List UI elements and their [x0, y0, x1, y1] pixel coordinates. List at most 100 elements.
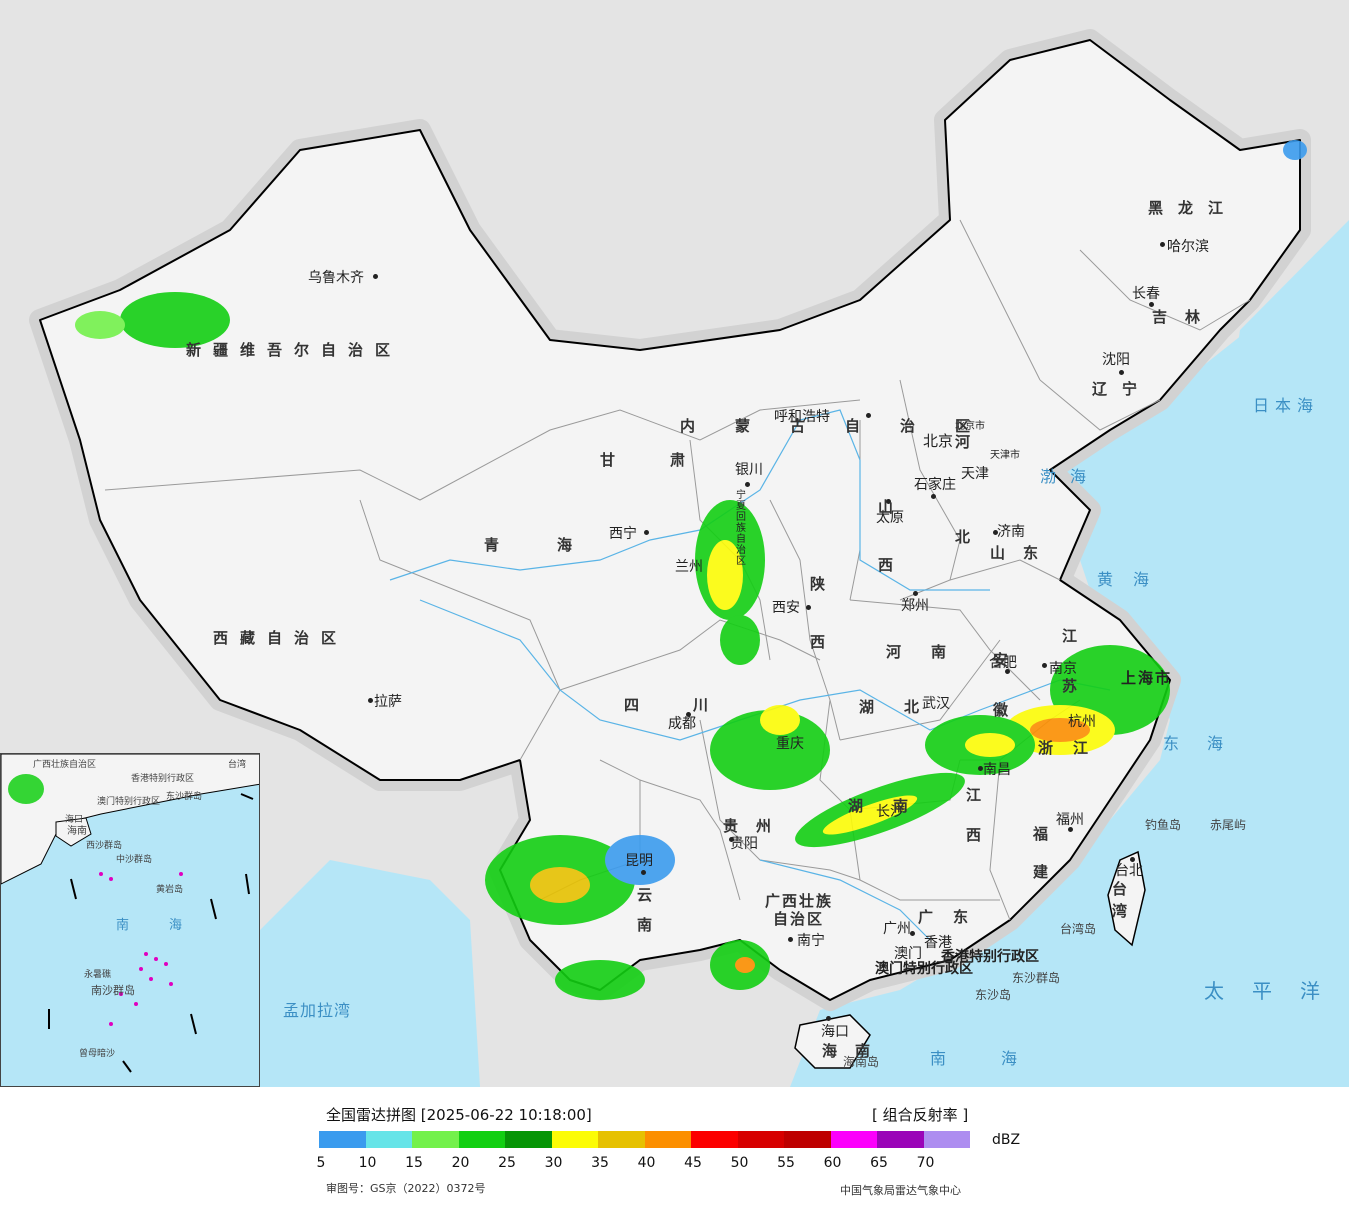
city-xian: 西安: [772, 600, 800, 616]
province-xinjiang: 新疆维吾尔自治区: [186, 341, 403, 359]
province-liaoning: 辽宁: [1092, 380, 1153, 398]
city-dot: [1130, 857, 1135, 862]
inset-islands: [99, 872, 183, 1026]
south-china-sea-inset: 南 海 东沙群岛 中沙群岛 黄岩岛 西沙群岛 永暑礁 南沙群岛 曾母暗沙 海口 …: [0, 753, 260, 1087]
inset-hainan: [55, 817, 92, 847]
province-hubei: 湖北: [859, 698, 950, 716]
tick-label: 70: [916, 1155, 935, 1171]
province-sichuan: 四川: [624, 696, 763, 714]
city-xining: 西宁: [609, 526, 637, 542]
inset-canvas: [1, 754, 259, 1073]
province-guangxi: 广西壮族: [765, 892, 834, 910]
city-chengdu: 成都: [668, 716, 696, 732]
color-swatch: [598, 1131, 645, 1148]
inset-label-macao: 澳门特别行政区: [97, 797, 161, 807]
city-dot: [745, 482, 750, 487]
tick-label: 50: [730, 1155, 749, 1171]
sea-east: 东海: [1163, 734, 1252, 753]
inset-label-huangyan: 黄岩岛: [156, 885, 184, 895]
province-guizhou: 贵州: [723, 817, 790, 835]
city-dot: [644, 530, 649, 535]
inset-label-zengmu: 曾母暗沙: [79, 1049, 116, 1059]
color-swatch: [412, 1131, 459, 1148]
color-swatch: [505, 1131, 552, 1148]
city-fuzhou: 福州: [1056, 812, 1084, 828]
city-tianjin-shi: 天津市: [990, 450, 1020, 461]
province-heilongjiang: 黑龙江: [1148, 199, 1239, 217]
tick-label: 45: [684, 1155, 702, 1171]
city-beijing-shi: 北京市: [955, 421, 985, 432]
city-hohhot: 呼和浩特: [774, 409, 830, 425]
province-shandong: 山东: [990, 544, 1057, 562]
inset-label-guangxi: 广西壮族自治区: [33, 760, 97, 770]
unit-label: dBZ: [992, 1132, 1021, 1148]
island-dongsha: 东沙岛: [975, 988, 1012, 1002]
island-taiwan: 台湾岛: [1060, 922, 1097, 936]
city-hongkong: 香港: [924, 935, 952, 951]
city-yinchuan: 银川: [735, 462, 763, 478]
color-scale-bar: [319, 1131, 970, 1148]
sea-area-bay: [230, 860, 480, 1087]
city-hefei: 合肥: [989, 655, 1017, 671]
city-dot: [368, 698, 373, 703]
city-chongqing: 重庆: [776, 736, 804, 752]
inset-label-south: 南: [116, 918, 136, 933]
city-guiyang: 贵阳: [730, 836, 758, 852]
city-lanzhou: 兰州: [675, 559, 703, 575]
legend-title: 全国雷达拼图 [2025-06-22 10:18:00]: [326, 1106, 592, 1124]
city-dot: [788, 937, 793, 942]
city-dot: [1042, 663, 1047, 668]
label-macao-sar: 澳门特别行政区: [875, 961, 973, 977]
city-wuhan: 武汉: [922, 696, 950, 712]
tick-label: 25: [498, 1155, 516, 1171]
taiwan-island: [1107, 850, 1146, 947]
tick-label: 35: [591, 1155, 609, 1171]
city-shanghai: 上海市: [1121, 669, 1173, 687]
city-haikou: 海口: [821, 1024, 849, 1040]
province-yunnan: 云南: [637, 886, 665, 934]
province-ningxia: 宁夏回族自治区: [736, 490, 746, 567]
city-dot: [910, 931, 915, 936]
city-dot: [1160, 242, 1165, 247]
city-dot: [1149, 302, 1154, 307]
province-taiwan: 台湾: [1112, 880, 1140, 920]
city-kunming: 昆明: [625, 853, 653, 869]
color-swatch: [551, 1131, 598, 1148]
city-dot: [1068, 827, 1073, 832]
inset-label-nansha: 南沙群岛: [91, 984, 135, 997]
inset-label-xisha: 西沙群岛: [86, 841, 123, 851]
sea-bengal: 孟加拉湾: [283, 1001, 352, 1020]
sea-yellow: 黄海: [1097, 570, 1170, 589]
legend-panel: 全国雷达拼图 [2025-06-22 10:18:00] [ 组合反射率 ] d…: [0, 1087, 1349, 1208]
city-urumqi: 乌鲁木齐: [308, 270, 364, 286]
color-swatch: [365, 1131, 412, 1148]
city-dot: [886, 499, 891, 504]
sea-bohai: 渤海: [1040, 467, 1101, 486]
sea-japan: 日本海: [1253, 396, 1320, 415]
province-hebei: 河北: [955, 433, 983, 546]
source-agency: 中国气象局雷达气象中心: [840, 1184, 961, 1197]
tick-label: 20: [451, 1155, 470, 1171]
inset-dashes: [48, 793, 254, 1073]
color-swatch: [319, 1131, 366, 1148]
japan-sea: [1230, 220, 1349, 470]
hainan-island: [794, 1014, 871, 1069]
tick-label: 5: [316, 1155, 326, 1171]
island-dongsha-group: 东沙群岛: [1012, 971, 1061, 985]
product-name: [ 组合反射率 ]: [872, 1106, 969, 1124]
sea-pacific: 太平洋: [1204, 979, 1348, 1003]
color-swatch: [830, 1131, 877, 1148]
province-qinghai: 青海: [484, 536, 631, 554]
island-hainan: 海南岛: [843, 1055, 880, 1069]
province-fujian: 福建: [1033, 825, 1061, 881]
color-swatch: [458, 1131, 505, 1148]
inset-label-haikou: 海口: [65, 815, 84, 825]
label-hk-sar: 香港特别行政区: [941, 949, 1039, 965]
city-taiyuan: 太原: [876, 510, 904, 526]
island-chiwei: 赤尾屿: [1210, 818, 1247, 832]
city-zhengzhou: 郑州: [901, 598, 929, 614]
province-jiangsu: 江苏: [1062, 627, 1090, 695]
city-dot: [806, 605, 811, 610]
inset-label-taiwan: 台湾: [228, 760, 247, 770]
city-dot: [1005, 669, 1010, 674]
